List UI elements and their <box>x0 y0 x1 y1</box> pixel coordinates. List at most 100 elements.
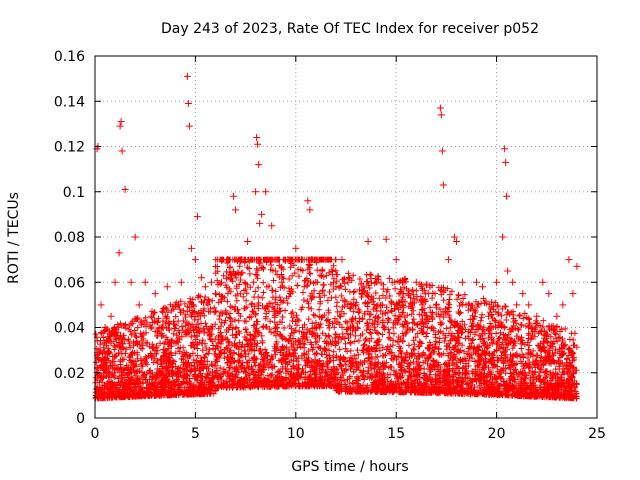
data-point <box>444 256 452 264</box>
data-point <box>118 147 126 155</box>
data-point <box>101 324 109 331</box>
data-point <box>127 278 135 286</box>
data-point <box>116 122 124 130</box>
data-point <box>197 274 205 282</box>
data-point <box>392 256 400 264</box>
x-tick-label: 10 <box>287 426 305 442</box>
data-point <box>278 278 286 286</box>
data-point <box>262 188 270 196</box>
y-tick-label: 0.16 <box>54 49 85 65</box>
data-point <box>256 219 264 227</box>
data-point <box>452 238 460 246</box>
data-point <box>364 238 372 246</box>
data-point <box>569 290 577 298</box>
data-point <box>135 301 143 309</box>
data-point <box>338 256 346 264</box>
data-point <box>157 324 165 331</box>
data-point <box>244 238 252 246</box>
data-point <box>502 158 510 166</box>
data-point <box>183 72 191 80</box>
data-point <box>318 267 326 275</box>
data-point <box>398 301 406 309</box>
data-point <box>201 283 209 291</box>
data-points <box>92 72 581 402</box>
data-point <box>513 301 521 309</box>
data-point <box>121 185 129 193</box>
data-point <box>258 210 266 218</box>
data-point <box>565 256 573 264</box>
data-point <box>450 233 458 241</box>
data-point <box>308 256 316 264</box>
data-point <box>404 290 412 298</box>
y-tick-label: 0.12 <box>54 140 85 156</box>
data-point <box>193 213 201 221</box>
data-point <box>525 301 533 309</box>
data-point <box>553 312 561 320</box>
data-point <box>306 206 314 214</box>
data-point <box>493 278 501 286</box>
y-tick-label: 0.1 <box>63 185 85 201</box>
data-point <box>163 283 171 291</box>
data-point <box>372 278 380 286</box>
data-point <box>230 192 238 200</box>
data-point <box>573 262 581 270</box>
data-point <box>224 256 232 264</box>
data-point <box>252 188 260 196</box>
data-point <box>501 145 509 153</box>
data-point <box>344 278 352 286</box>
data-point <box>509 278 517 286</box>
x-tick-label: 5 <box>191 426 200 442</box>
data-point <box>485 312 493 320</box>
y-tick-label: 0 <box>76 411 85 427</box>
data-point <box>184 100 192 108</box>
data-point <box>539 278 547 286</box>
data-point <box>177 278 185 286</box>
data-point <box>388 278 396 286</box>
data-point <box>424 290 432 298</box>
x-tick-label: 15 <box>387 426 405 442</box>
data-point <box>332 283 340 291</box>
data-point <box>232 206 240 214</box>
x-tick-label: 0 <box>91 426 100 442</box>
data-point <box>97 301 105 309</box>
data-point <box>358 290 366 298</box>
data-point <box>141 278 149 286</box>
data-point <box>238 256 246 264</box>
data-point <box>504 267 512 275</box>
data-point <box>115 249 123 257</box>
x-tick-label: 20 <box>488 426 506 442</box>
data-point <box>382 235 390 243</box>
data-point <box>255 161 263 169</box>
data-point <box>131 233 139 241</box>
y-tick-label: 0.08 <box>54 230 85 246</box>
data-point <box>253 133 261 141</box>
data-point <box>545 290 553 298</box>
data-point <box>438 147 446 155</box>
x-axis-label: GPS time / hours <box>291 459 408 475</box>
data-point <box>533 312 541 320</box>
y-tick-label: 0.06 <box>54 275 85 291</box>
y-tick-label: 0.04 <box>54 321 85 337</box>
data-point <box>254 140 262 148</box>
data-point <box>473 278 481 286</box>
data-point <box>432 301 440 309</box>
data-point <box>503 192 511 200</box>
data-point <box>147 312 155 320</box>
y-axis-label: ROTI / TECUs <box>6 192 22 284</box>
data-point <box>117 118 125 126</box>
data-point <box>418 301 426 309</box>
data-point <box>378 301 386 309</box>
data-point <box>111 278 119 286</box>
data-point <box>352 301 360 309</box>
data-point <box>298 256 306 264</box>
data-point <box>207 278 215 286</box>
chart-title: Day 243 of 2023, Rate Of TEC Index for r… <box>161 21 539 37</box>
data-point <box>499 233 507 241</box>
noise-cloud <box>92 256 580 402</box>
axis-ticks: 0 5 10 15 20 25 0 0.02 0.04 0.06 0.08 0.1 0.12 0.14 0.… <box>54 49 606 442</box>
y-tick-label: 0.14 <box>54 94 85 110</box>
data-point <box>268 222 276 230</box>
data-point <box>439 181 447 189</box>
